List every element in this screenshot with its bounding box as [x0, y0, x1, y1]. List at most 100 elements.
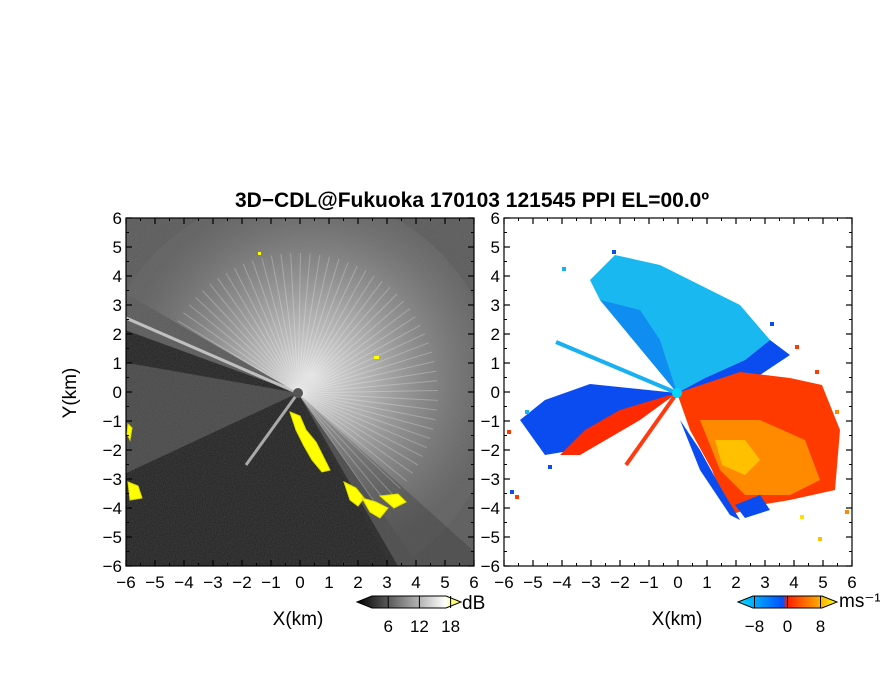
reflectivity-ytick-label: −4 [103, 499, 122, 518]
velocity-ytick-label: 2 [491, 325, 500, 344]
reflectivity-hard-target [258, 252, 261, 255]
reflectivity-streak [297, 392, 438, 411]
reflectivity-beam-wnw [126, 316, 299, 395]
reflectivity-streak [297, 361, 435, 394]
velocity-xtick-label: 1 [702, 573, 711, 592]
reflectivity-xtick-label: 5 [440, 573, 449, 592]
reflectivity-beam-ssw [244, 392, 300, 466]
reflectivity-xtick-label: −1 [261, 573, 280, 592]
reflectivity-streak [297, 256, 330, 394]
reflectivity-hard-target [360, 497, 389, 519]
colorbar-tick-label: 6 [383, 617, 392, 636]
velocity-scatter-pixel [507, 430, 511, 434]
reflectivity-ytick-label: 6 [113, 209, 122, 228]
velocity-xtick-label: 6 [847, 573, 856, 592]
reflectivity-streak [297, 275, 375, 394]
velocity-scatter-pixel [770, 322, 774, 326]
reflectivity-hard-target [374, 356, 379, 359]
colorbar-tick-label: 12 [410, 617, 429, 636]
reflectivity-streak [297, 308, 411, 394]
reflectivity-colorbar-bar [355, 595, 463, 609]
reflectivity-streak [297, 392, 379, 508]
velocity-xtick-label: −2 [610, 573, 629, 592]
reflectivity-streak [297, 392, 387, 503]
reflectivity-streak [297, 342, 429, 394]
velocity-ytick-label: −1 [481, 412, 500, 431]
reflectivity-streak [242, 263, 299, 394]
velocity-ticks: −6 −5 −4 −3 −2 −1 0 1 2 3 4 5 6 6 5 4 3 2 1 0 −1 −2 −3 −4 −5 −6 [481, 209, 857, 592]
reflectivity-dark-sector [298, 393, 474, 566]
reflectivity-streak [297, 392, 419, 466]
reflectivity-streak [217, 278, 299, 394]
velocity-scatter-pixel [845, 510, 849, 514]
reflectivity-streak [297, 392, 438, 401]
reflectivity-ytick-label: 2 [113, 325, 122, 344]
reflectivity-x-label: X(km) [273, 609, 324, 630]
velocity-receding-blue-edge [735, 495, 770, 518]
reflectivity-streak [297, 392, 431, 440]
velocity-x-label: X(km) [652, 609, 703, 630]
reflectivity-streak [297, 392, 428, 449]
velocity-approaching-dark [677, 340, 790, 393]
velocity-ytick-label: 5 [491, 238, 500, 257]
reflectivity-streak [297, 392, 436, 421]
reflectivity-xtick-label: −2 [232, 573, 251, 592]
reflectivity-streak [290, 253, 299, 394]
velocity-ytick-label: −4 [481, 499, 500, 518]
colorbar-tick-label: 18 [441, 617, 460, 636]
velocity-scatter-pixel [818, 537, 822, 541]
reflectivity-y-label: Y(km) [60, 368, 81, 419]
reflectivity-streak [183, 312, 299, 394]
velocity-scatter-pixel [835, 410, 839, 414]
reflectivity-xtick-label: −3 [203, 573, 222, 592]
velocity-receding-blue-edge [680, 420, 740, 520]
reflectivity-streak [297, 392, 423, 458]
velocity-approaching-light [590, 255, 770, 393]
reflectivity-ticks: −6 −5 −4 −3 −2 −1 0 1 2 3 4 5 6 6 5 4 3 2 1 0 −1 −2 −3 −4 −5 −6 [103, 209, 479, 592]
velocity-ytick-label: 1 [491, 354, 500, 373]
reflectivity-streak [261, 257, 299, 394]
velocity-scatter-pixel [525, 410, 529, 414]
reflectivity-streak [297, 392, 413, 474]
reflectivity-xtick-label: 0 [295, 573, 304, 592]
reflectivity-streak [297, 392, 394, 496]
reflectivity-ytick-label: 3 [113, 296, 122, 315]
velocity-west-red [560, 393, 677, 455]
reflectivity-inner-fan [126, 218, 474, 557]
reflectivity-streak [297, 258, 340, 394]
reflectivity-colorbar-unit: dB [462, 593, 485, 614]
velocity-echo [507, 250, 849, 541]
velocity-scatter-pixel [548, 465, 552, 469]
velocity-xtick-label: −1 [639, 573, 658, 592]
velocity-west-blue [520, 384, 677, 455]
velocity-scatter-pixel [510, 490, 514, 494]
reflectivity-streak [209, 283, 299, 394]
reflectivity-xtick-label: 6 [469, 573, 478, 592]
reflectivity-panel: −6 −5 −4 −3 −2 −1 0 1 2 3 4 5 6 6 5 4 3 2 1 0 −1 −2 −3 −4 −5 −6 X… [60, 209, 479, 630]
velocity-beam-ssw [624, 391, 679, 467]
reflectivity-ytick-label: 4 [113, 267, 122, 286]
reflectivity-hard-target [343, 481, 365, 507]
velocity-ytick-label: −5 [481, 528, 500, 547]
reflectivity-ytick-label: −3 [103, 470, 122, 489]
velocity-ytick-label: 3 [491, 296, 500, 315]
reflectivity-streak [297, 392, 434, 430]
reflectivity-streak [297, 351, 433, 394]
velocity-xtick-label: 5 [818, 573, 827, 592]
colorbar-tick-label: 8 [816, 617, 825, 636]
reflectivity-xtick-label: −4 [174, 573, 193, 592]
velocity-xtick-label: 4 [789, 573, 798, 592]
reflectivity-streak [297, 392, 401, 489]
velocity-colorbar-unit: ms⁻¹ [839, 591, 880, 612]
velocity-ytick-label: 6 [491, 209, 500, 228]
reflectivity-ytick-label: −5 [103, 528, 122, 547]
reflectivity-ytick-label: −2 [103, 441, 122, 460]
reflectivity-ytick-label: −6 [103, 557, 122, 576]
velocity-ytick-label: −6 [481, 557, 500, 576]
velocity-ytick-label: −2 [481, 441, 500, 460]
velocity-xtick-label: −6 [494, 573, 513, 592]
velocity-receding-orange [700, 420, 820, 495]
velocity-scatter-pixel [800, 515, 804, 519]
reflectivity-hard-target [378, 493, 407, 509]
